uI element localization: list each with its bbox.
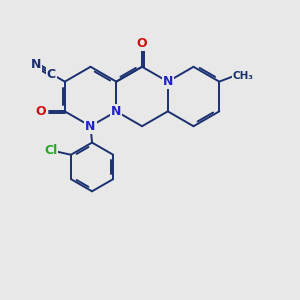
Text: O: O bbox=[137, 38, 147, 50]
Text: N: N bbox=[111, 105, 122, 118]
Text: O: O bbox=[36, 105, 46, 118]
Text: C: C bbox=[47, 68, 56, 81]
Text: CH₃: CH₃ bbox=[232, 71, 254, 81]
Text: N: N bbox=[31, 58, 41, 71]
Text: Cl: Cl bbox=[44, 144, 57, 157]
Text: N: N bbox=[163, 75, 173, 88]
Text: N: N bbox=[85, 120, 96, 133]
